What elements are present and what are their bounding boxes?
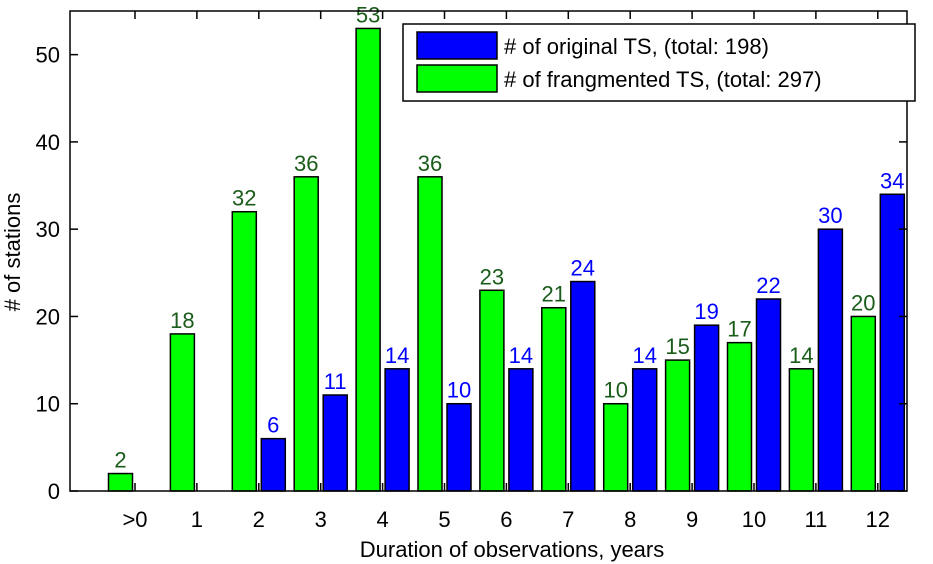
bar-original <box>879 193 906 492</box>
bar-label-fragmented: 17 <box>727 317 751 342</box>
bar-fragmented <box>850 315 877 492</box>
y-tick-label: 10 <box>36 392 60 417</box>
bar-label-original: 30 <box>818 203 842 228</box>
bar-label-original: 14 <box>632 343 656 368</box>
y-tick-label: 0 <box>48 479 60 504</box>
x-tick-label: 2 <box>253 507 265 532</box>
bar-fragmented <box>293 176 319 492</box>
bar-label-original: 34 <box>880 168 904 193</box>
bar-original <box>260 437 287 492</box>
bar-original <box>631 368 658 492</box>
x-tick-label: 9 <box>686 507 698 532</box>
bar-label-fragmented: 18 <box>170 308 194 333</box>
bar-label-original: 6 <box>267 413 279 438</box>
legend-label: # of frangmented TS, (total: 297) <box>504 67 822 92</box>
bar-label-original: 11 <box>324 369 347 394</box>
y-tick-label: 40 <box>36 130 60 155</box>
x-axis-label: Duration of observations, years <box>360 537 665 562</box>
y-tick-label: 20 <box>36 304 60 329</box>
bar-fragmented <box>602 402 629 492</box>
legend-label: # of original TS, (total: 198) <box>504 34 769 59</box>
bar-label-original: 14 <box>385 343 409 368</box>
y-axis-label: # of stations <box>0 193 25 312</box>
legend-swatch <box>416 31 498 60</box>
bar-fragmented <box>169 333 196 492</box>
x-tick-label: 12 <box>866 507 890 532</box>
x-tick-label: >0 <box>122 507 147 532</box>
bar-label-fragmented: 2 <box>114 448 126 473</box>
bar-fragmented <box>355 27 381 492</box>
bar-label-fragmented: 15 <box>665 334 689 359</box>
bar-original <box>693 324 720 492</box>
bar-label-fragmented: 10 <box>603 378 627 403</box>
x-tick-label: 3 <box>315 507 327 532</box>
bar-original <box>446 402 472 492</box>
bar-label-original: 19 <box>694 299 718 324</box>
x-tick-label: 11 <box>804 507 827 532</box>
y-tick-label: 30 <box>36 217 60 242</box>
bar-fragmented <box>788 368 815 492</box>
x-tick-label: 1 <box>191 507 203 532</box>
bar-label-fragmented: 14 <box>789 343 813 368</box>
bar-original <box>384 368 410 492</box>
bars-layer <box>107 27 906 492</box>
bar-original <box>755 298 782 492</box>
bar-label-original: 14 <box>509 343 533 368</box>
legend-swatch <box>416 64 498 93</box>
x-tick-label: 5 <box>438 507 450 532</box>
bar-fragmented <box>231 210 258 492</box>
bar-label-fragmented: 23 <box>480 264 504 289</box>
bar-fragmented <box>107 472 134 492</box>
bar-label-original: 22 <box>756 273 780 298</box>
bar-fragmented <box>417 176 443 492</box>
bar-label-fragmented: 36 <box>418 151 442 176</box>
bar-fragmented <box>664 359 691 492</box>
bar-original <box>508 368 534 492</box>
bar-label-fragmented: 21 <box>542 282 566 307</box>
bar-label-fragmented: 20 <box>851 290 875 315</box>
bar-label-fragmented: 32 <box>232 186 256 211</box>
bar-label-original: 24 <box>571 256 595 281</box>
bar-fragmented <box>541 306 567 492</box>
bar-original <box>570 280 596 492</box>
x-tick-label: 7 <box>562 507 574 532</box>
plot-frame <box>69 10 908 492</box>
bar-original <box>817 228 844 492</box>
bar-fragmented <box>726 341 753 492</box>
legend: # of original TS, (total: 198) # of frang… <box>402 23 916 102</box>
x-tick-label: 8 <box>624 507 636 532</box>
x-tick-label: 6 <box>500 507 512 532</box>
x-tick-label: 4 <box>376 507 388 532</box>
bar-label-fragmented: 53 <box>356 2 380 27</box>
bar-fragmented <box>479 289 505 492</box>
x-tick-label: 10 <box>742 507 766 532</box>
bar-label-original: 10 <box>447 378 471 403</box>
bar-original <box>322 394 348 492</box>
y-tick-label: 50 <box>36 43 60 68</box>
bar-label-fragmented: 36 <box>294 151 318 176</box>
